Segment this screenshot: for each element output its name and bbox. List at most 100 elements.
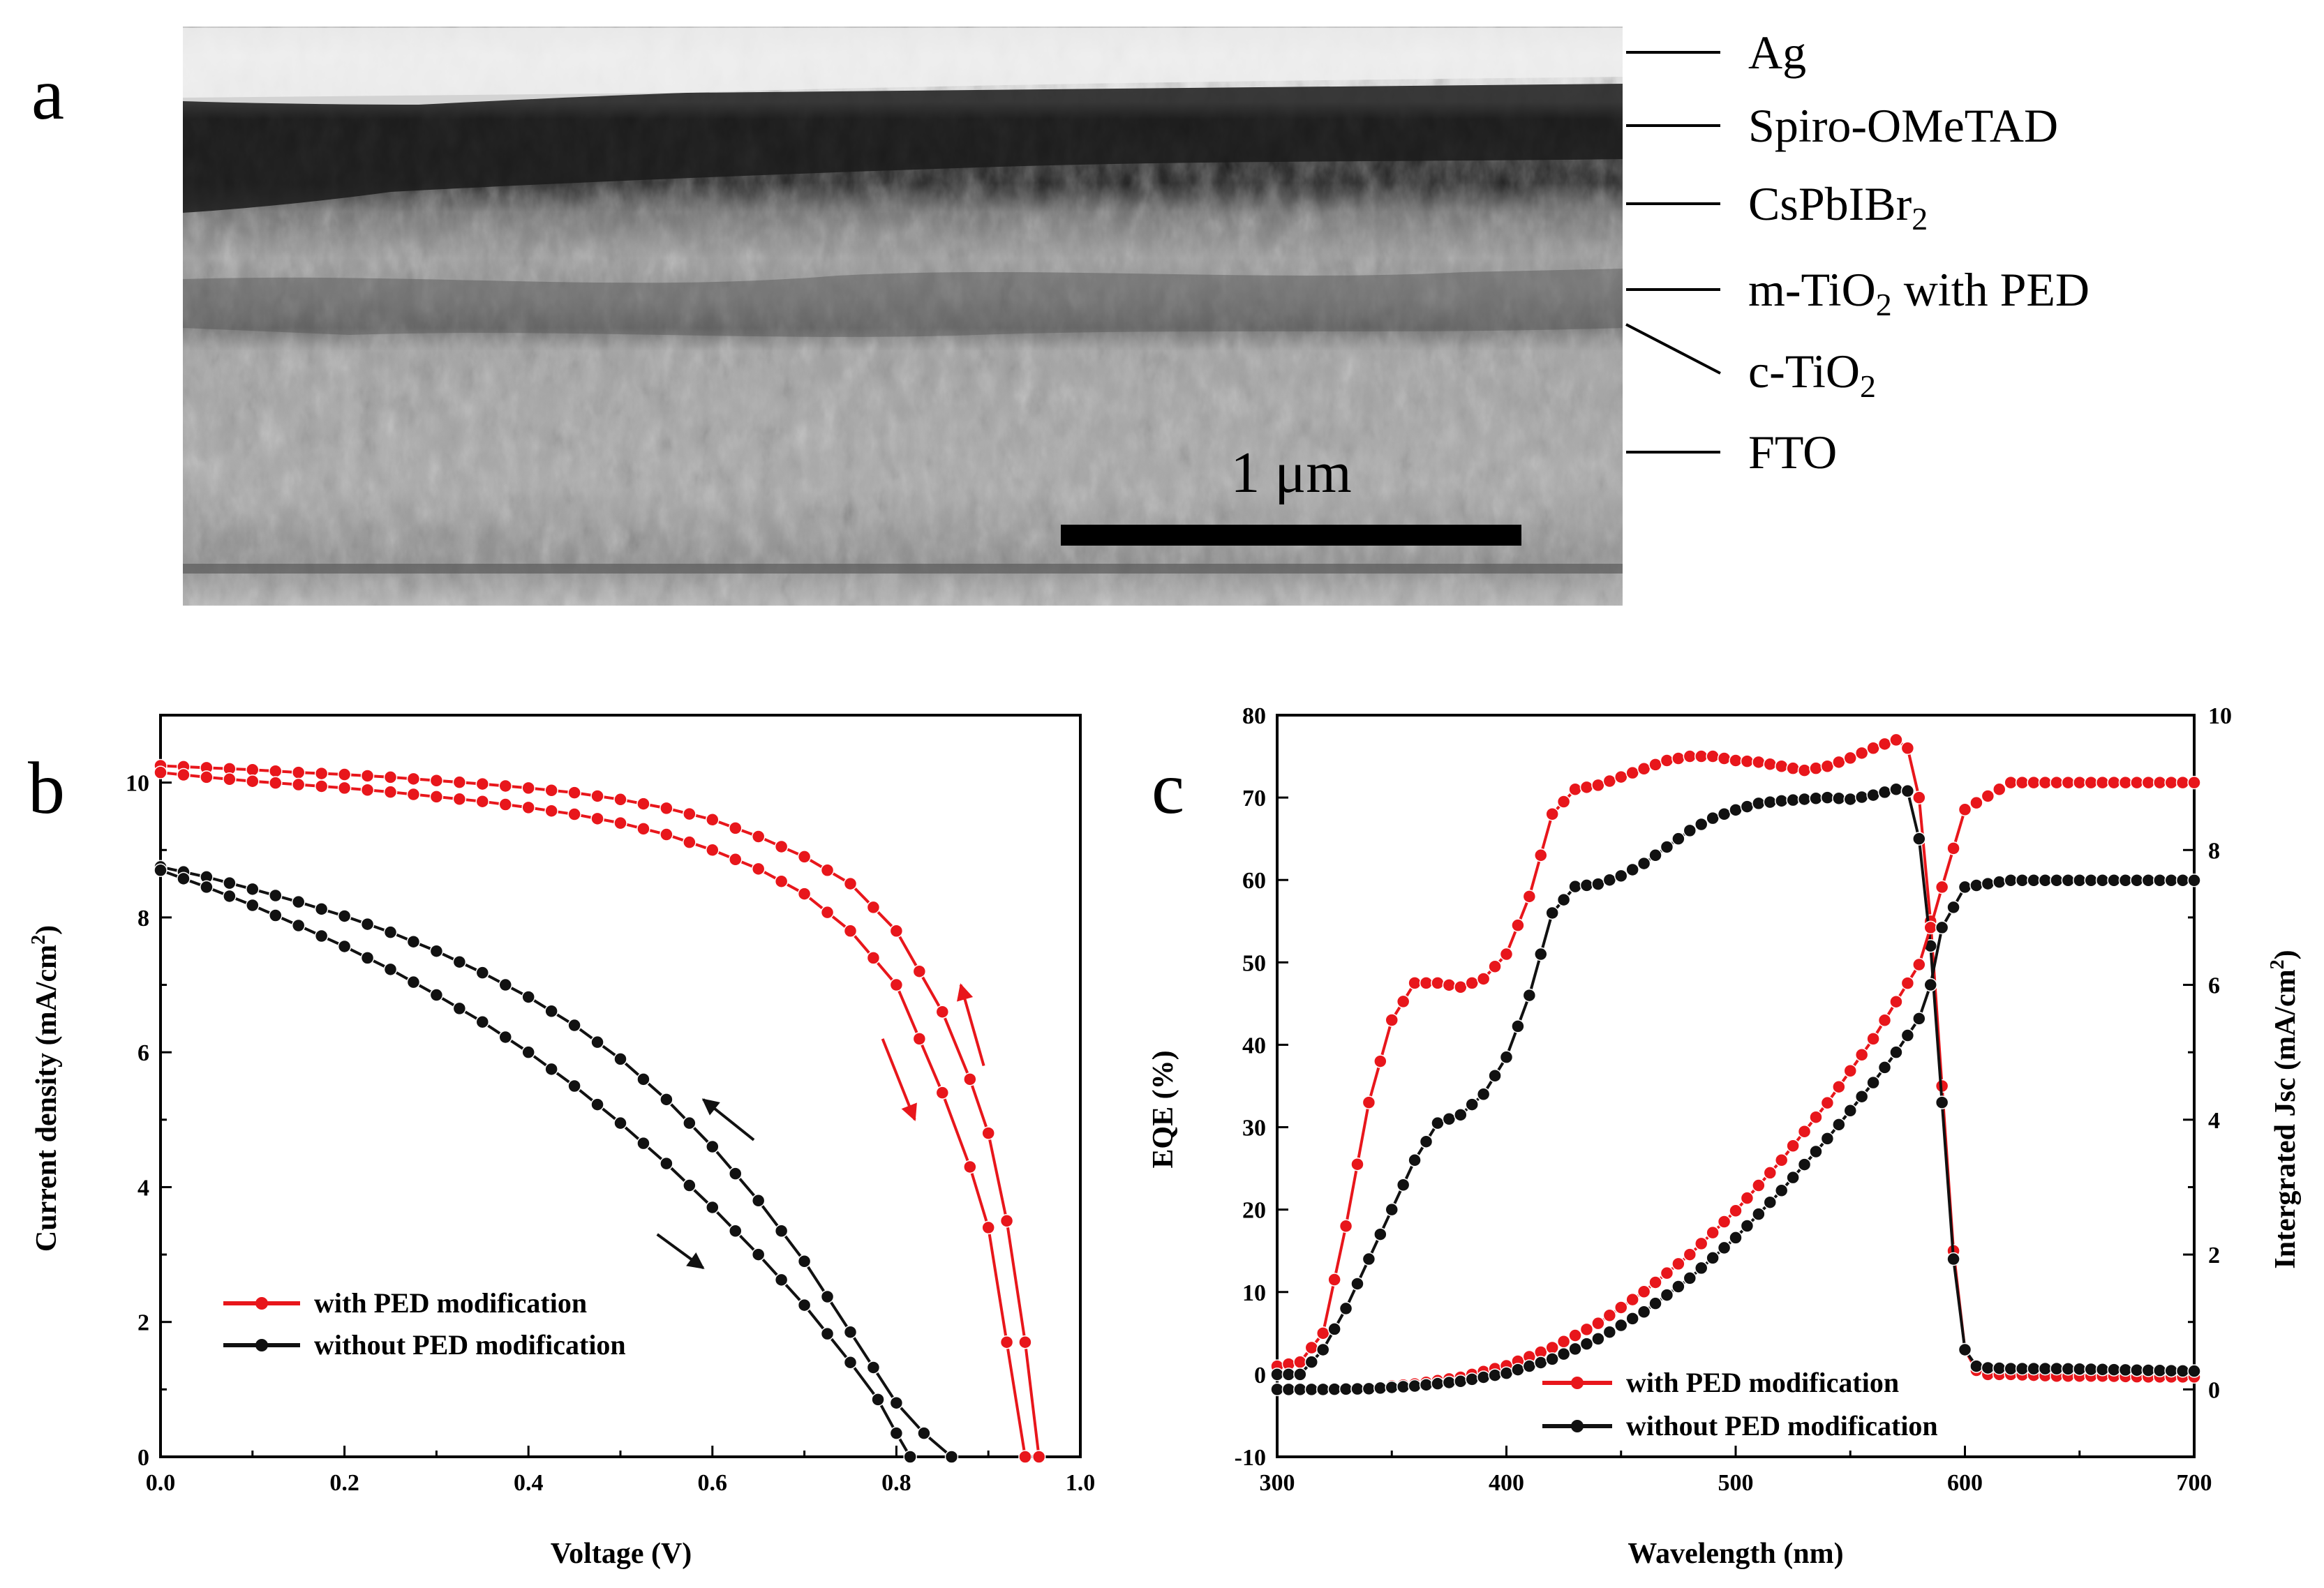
eqe-series-1-point [1431,1116,1445,1130]
eqe-series-1-point [1843,792,1857,807]
jv-series-1-point [337,781,352,795]
eqe-series-1-point [1706,811,1720,825]
eqe-series-1-point [2073,1362,2087,1376]
jv-sweep-arrow [881,1038,917,1122]
eqe-series-3-point [1522,1359,1537,1373]
eqe-series-0-point [1752,755,1766,770]
jv-series-0-point [935,1005,950,1019]
jv-series-1-point [729,853,743,867]
jv-series-3-point [521,1045,535,1059]
jv-series-2-point [706,1139,720,1154]
jv-series-1-point [383,785,398,799]
eqe-y-tick-label: 0 [1254,1363,1266,1388]
jv-series-2-point [613,1052,627,1066]
eqe-series-1-point [2050,1361,2064,1376]
eqe-series-0-point [1499,947,1514,961]
eqe-series-2-point [1740,1191,1755,1205]
eqe-series-0-point [1671,751,1685,765]
eqe-series-3-point [1488,1368,1502,1382]
eqe-series-0-point [1717,751,1731,765]
jv-series-1-point [613,816,627,830]
eqe-series-2-point [1809,1110,1823,1124]
eqe-series-3-point [1809,1144,1823,1159]
jv-x-tick-label: 0.0 [146,1470,176,1496]
eqe-series-3-point [1637,1305,1651,1319]
jv-series-0-point [636,797,650,811]
layer-labels: Ag Spiro-OMeTAD CsPbIBr2 m-TiO2 with PED… [1748,26,2090,479]
eqe-series-1-point [2187,1364,2201,1378]
eqe-series-1-point [1396,1178,1410,1192]
eqe-series-1-point [1362,1252,1376,1266]
eqe-series-1-point [1854,790,1869,804]
eqe-series-0-point [1442,978,1457,992]
eqe-series-0-point [1763,757,1778,772]
eqe-series-0-point [1843,751,1857,765]
eqe-series-3-point [1820,1132,1835,1146]
eqe-series-2-point [1832,1079,1846,1094]
eqe-series-2-point [1889,994,1903,1009]
eqe-series-2-point [1729,1204,1743,1218]
jv-series-1-point [223,772,237,786]
eqe-series-0-point [1408,976,1422,990]
jv-series-2-point [360,917,375,931]
eqe-series-1-point [1832,791,1846,806]
eqe-series-1-point [1637,856,1651,871]
jv-series-0-point [1031,1450,1046,1464]
eqe-series-2-point [2175,775,2190,790]
eqe-series-3-point [1614,1318,1628,1333]
eqe-series-3-point [1912,1012,1926,1026]
eqe-series-2-point [2038,775,2053,790]
eqe-series-0-point [1740,754,1755,768]
jv-series-0-point [291,765,306,779]
eqe-series-0-point [1625,765,1639,780]
eqe-series-2-point [2084,775,2098,790]
eqe-series-3-point [1419,1378,1433,1392]
eqe-series-0-point [1396,994,1410,1009]
jv-series-0-point [360,769,375,783]
eqe-series-0-point [1293,1355,1307,1369]
jv-series-3-point [544,1062,558,1077]
jv-series-0-point [820,863,835,878]
jv-series-3-point [797,1298,812,1312]
eqe-series-2-point [1935,880,1949,894]
eqe-series-1-point [1556,892,1571,907]
eqe-series-1-point [1522,988,1537,1003]
eqe-series-1-point [1671,832,1685,846]
eqe-series-3-point [1579,1337,1594,1351]
eqe-series-0-point [1660,754,1674,767]
eqe-series-3-point [2152,874,2167,887]
jv-x-tick-label: 1.0 [1066,1470,1096,1496]
jv-series-1-point [590,811,604,826]
jv-sweep-arrow [656,1233,705,1270]
jv-series-3-point [337,939,352,954]
eqe-series-2-point [1556,1335,1571,1349]
jv-series-2-point [683,1116,697,1130]
layer-label-fto: FTO [1748,426,1837,479]
panel-b-letter: b [28,747,65,829]
eqe-series-3-point [2038,874,2053,887]
eqe-series-1-point [1568,879,1582,894]
jv-series-3-point [729,1224,743,1238]
jv-series-2-point [866,1361,881,1374]
jv-series-2-point [567,1018,581,1033]
eqe-series-1-point [1763,795,1778,809]
eqe-series-0-point [1854,746,1869,761]
jv-series-3-point [636,1136,650,1151]
jv-series-0-point [246,763,260,777]
eqe-series-1-point [1809,791,1823,806]
eqe-series-0-point [1889,733,1903,747]
eqe-series-3-point [1545,1352,1559,1366]
eqe-y-tick-label: -10 [1235,1445,1266,1471]
jv-y-axis-title: Current density (mA/cm2) [28,925,63,1252]
eqe-series-0-point [1419,976,1433,990]
eqe-series-3-point [2015,874,2029,887]
eqe-series-2-point [1866,1032,1880,1046]
eqe-series-3-point [1362,1381,1376,1396]
jv-series-0-point [1018,1335,1032,1349]
jv-series-1-point [269,776,283,790]
eqe-series-3-point [2118,874,2133,887]
eqe-series-3-point [2164,874,2178,887]
jv-y-tick-label: 0 [137,1445,149,1471]
eqe-series-3-point [1969,878,1983,892]
eqe-series-2-point [1694,1236,1708,1251]
